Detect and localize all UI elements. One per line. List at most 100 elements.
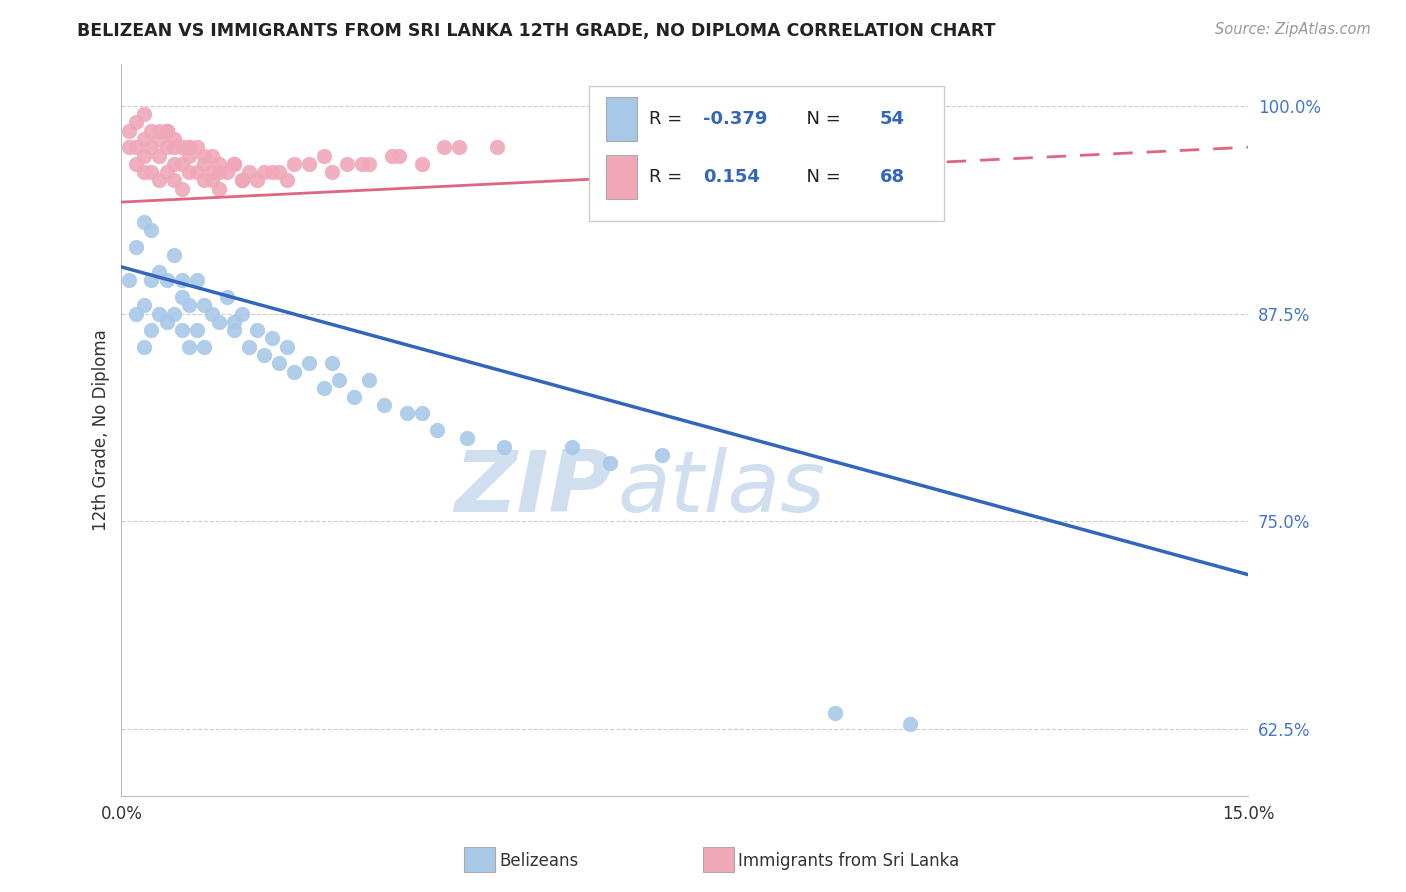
Point (283, 157, 305, 171)
Point (186, 273, 208, 287)
Point (177, 140, 200, 154)
Point (177, 298, 200, 312)
Point (276, 340, 298, 354)
Point (141, 165, 163, 179)
Point (148, 123, 170, 137)
Point (125, 157, 148, 171)
Point (148, 306, 170, 320)
Point (359, 157, 381, 171)
Point (824, 706, 846, 720)
Point (426, 423, 449, 437)
Point (141, 223, 163, 237)
Text: N =: N = (796, 110, 846, 128)
Text: 68: 68 (880, 168, 904, 186)
Point (222, 323, 245, 337)
Point (200, 148, 222, 162)
Text: 54: 54 (880, 110, 904, 128)
Point (193, 173, 215, 187)
Point (141, 140, 163, 154)
Point (170, 273, 193, 287)
Point (208, 315, 231, 329)
Point (222, 157, 245, 171)
Point (208, 157, 231, 171)
Point (321, 165, 343, 179)
FancyBboxPatch shape (589, 86, 943, 221)
Point (433, 140, 456, 154)
Point (395, 406, 418, 420)
Point (373, 398, 395, 412)
Text: N =: N = (796, 168, 846, 186)
Point (141, 323, 163, 337)
Point (141, 123, 163, 137)
Point (456, 431, 478, 445)
Point (336, 157, 359, 171)
Point (125, 306, 148, 320)
Text: Belizeans: Belizeans (499, 852, 578, 870)
Point (411, 157, 433, 171)
Text: Immigrants from Sri Lanka: Immigrants from Sri Lanka (738, 852, 959, 870)
Point (193, 148, 215, 162)
Point (561, 440, 583, 454)
Bar (606, 154, 637, 199)
Point (231, 173, 253, 187)
Point (148, 173, 170, 187)
Point (314, 381, 336, 395)
Point (298, 356, 321, 370)
Point (253, 348, 276, 362)
Point (186, 323, 208, 337)
Point (163, 132, 186, 146)
Text: atlas: atlas (617, 447, 825, 530)
Point (253, 165, 276, 179)
Point (177, 340, 200, 354)
Point (155, 123, 177, 137)
Point (898, 717, 921, 731)
Point (163, 248, 186, 262)
Point (246, 323, 269, 337)
Point (314, 148, 336, 162)
Point (148, 148, 170, 162)
Point (155, 315, 177, 329)
Text: BELIZEAN VS IMMIGRANTS FROM SRI LANKA 12TH GRADE, NO DIPLOMA CORRELATION CHART: BELIZEAN VS IMMIGRANTS FROM SRI LANKA 12… (77, 22, 995, 40)
Point (132, 132, 155, 146)
Text: ZIP: ZIP (454, 447, 612, 530)
Point (170, 157, 193, 171)
Point (177, 140, 200, 154)
Point (125, 115, 148, 129)
Point (170, 290, 193, 304)
Point (186, 140, 208, 154)
Point (155, 165, 177, 179)
Point (260, 331, 283, 345)
Point (186, 165, 208, 179)
Point (118, 123, 141, 137)
Point (200, 173, 222, 187)
Point (141, 273, 163, 287)
Point (651, 448, 673, 462)
Point (222, 157, 245, 171)
Point (283, 365, 305, 379)
Text: R =: R = (648, 168, 693, 186)
Point (132, 215, 155, 229)
Point (148, 265, 170, 279)
Point (200, 165, 222, 179)
Point (177, 148, 200, 162)
Point (148, 132, 170, 146)
Point (269, 165, 291, 179)
Point (269, 356, 291, 370)
Point (238, 165, 260, 179)
Point (193, 340, 215, 354)
Point (208, 182, 231, 196)
Point (155, 140, 177, 154)
Point (246, 173, 269, 187)
Point (260, 165, 283, 179)
Text: R =: R = (648, 110, 688, 128)
Point (411, 406, 433, 420)
Point (321, 356, 343, 370)
Point (155, 273, 177, 287)
Point (163, 140, 186, 154)
Point (132, 340, 155, 354)
Y-axis label: 12th Grade, No Diploma: 12th Grade, No Diploma (93, 329, 110, 531)
Point (599, 456, 621, 470)
Point (132, 165, 155, 179)
Point (485, 140, 508, 154)
Point (125, 140, 148, 154)
